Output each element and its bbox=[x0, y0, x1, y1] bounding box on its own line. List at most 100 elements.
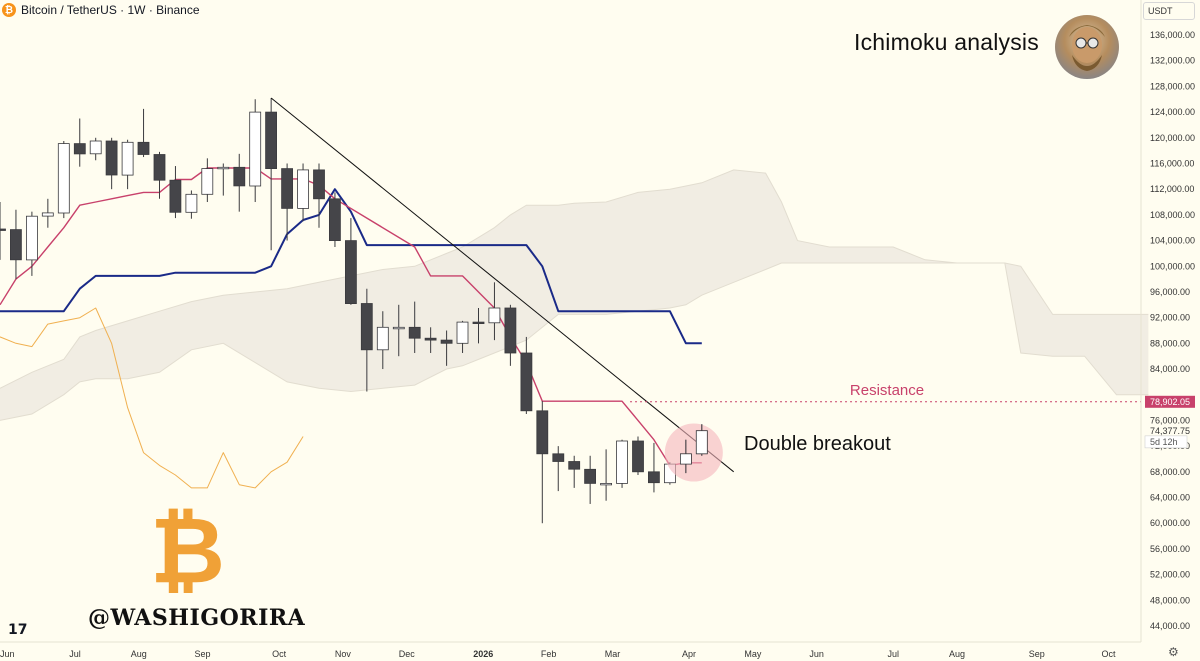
y-tick-label-6: 68,000.00 bbox=[1150, 467, 1190, 477]
candle-body-34 bbox=[536, 410, 549, 455]
x-tick-label-6: Dec bbox=[399, 649, 416, 659]
candle-body-32 bbox=[504, 307, 517, 354]
cloud-span-b bbox=[0, 262, 1149, 421]
y-tick-label-15: 104,000.00 bbox=[1150, 236, 1195, 246]
y-tick-label-5: 64,000.00 bbox=[1150, 493, 1190, 503]
resistance-price-label: 78,902.05 bbox=[1150, 397, 1190, 407]
candle-body-6 bbox=[89, 140, 102, 155]
bitcoin-logo-icon: ₿ bbox=[150, 497, 225, 604]
countdown-label: 5d 12h bbox=[1150, 437, 1178, 447]
kijun-line bbox=[0, 188, 702, 345]
y-tick-label-18: 116,000.00 bbox=[1150, 158, 1194, 168]
y-tick-label-1: 48,000.00 bbox=[1150, 595, 1190, 605]
candle-body-36 bbox=[568, 461, 581, 470]
candle-body-16 bbox=[249, 111, 262, 187]
x-tick-label-14: Aug bbox=[949, 649, 965, 659]
candle-body-4 bbox=[57, 143, 70, 214]
y-tick-label-0: 44,000.00 bbox=[1150, 621, 1190, 631]
x-tick-label-15: Sep bbox=[1029, 649, 1045, 659]
y-tick-label-10: 84,000.00 bbox=[1150, 364, 1190, 374]
candle-body-41 bbox=[648, 471, 660, 484]
trendline bbox=[270, 97, 735, 473]
candle-body-12 bbox=[185, 193, 198, 213]
candle-body-26 bbox=[408, 326, 421, 339]
x-tick-label-3: Sep bbox=[195, 649, 211, 659]
x-tick-label-11: May bbox=[744, 649, 762, 659]
candle-body-24 bbox=[376, 326, 389, 351]
symbol-header[interactable]: ₿ Bitcoin / TetherUS · 1W · Binance bbox=[2, 3, 200, 17]
countdown-tag bbox=[1144, 435, 1188, 449]
candle-body-5 bbox=[73, 143, 86, 155]
x-tick-label-12: Jun bbox=[809, 649, 824, 659]
candle-body-38 bbox=[600, 482, 612, 486]
annotations: Resistance Double breakout bbox=[270, 97, 1141, 482]
author-watermark: @WASHIGORIRA bbox=[88, 605, 306, 631]
candle-body-11 bbox=[169, 179, 182, 213]
candle-body-1 bbox=[9, 229, 22, 261]
candle-body-28 bbox=[440, 339, 453, 344]
x-tick-label-4: Oct bbox=[272, 649, 287, 659]
candle-body-21 bbox=[328, 198, 341, 242]
author-avatar bbox=[1055, 15, 1119, 79]
candle-body-23 bbox=[360, 303, 373, 351]
y-tick-label-4: 60,000.00 bbox=[1150, 518, 1190, 528]
y-tick-label-8: 76,000.00 bbox=[1150, 415, 1190, 425]
y-tick-label-23: 136,000.00 bbox=[1150, 30, 1195, 40]
x-tick-label-8: Feb bbox=[541, 649, 557, 659]
breakout-highlight bbox=[664, 423, 723, 482]
candle-body-18 bbox=[281, 168, 294, 209]
candle-body-27 bbox=[424, 337, 437, 341]
y-tick-label-17: 112,000.00 bbox=[1150, 184, 1194, 194]
candle-body-22 bbox=[344, 240, 357, 305]
current-price-label: 74,377.75 bbox=[1150, 426, 1190, 436]
x-tick-label-16: Oct bbox=[1102, 649, 1117, 659]
y-tick-label-13: 96,000.00 bbox=[1150, 287, 1190, 297]
cloud-span-a bbox=[0, 169, 1149, 389]
candle-body-39 bbox=[616, 440, 628, 484]
resistance-label: Resistance bbox=[850, 382, 924, 399]
bitcoin-icon: ₿ bbox=[2, 3, 16, 17]
resistance-price-tag bbox=[1145, 395, 1195, 408]
x-tick-label-2: Aug bbox=[131, 649, 147, 659]
candle-body-19 bbox=[297, 169, 310, 209]
y-tick-label-20: 124,000.00 bbox=[1150, 107, 1195, 117]
candle-body-30 bbox=[472, 321, 485, 325]
y-tick-label-16: 108,000.00 bbox=[1150, 210, 1195, 220]
double-breakout-label: Double breakout bbox=[744, 433, 891, 455]
x-tick-label-0: Jun bbox=[0, 649, 15, 659]
headline-title: Ichimoku analysis bbox=[854, 29, 1039, 55]
y-tick-label-19: 120,000.00 bbox=[1150, 133, 1195, 143]
candle-body-3 bbox=[41, 212, 54, 217]
x-tick-label-9: Mar bbox=[605, 649, 621, 659]
candle-body-7 bbox=[105, 140, 118, 176]
y-tick-label-2: 52,000.00 bbox=[1150, 570, 1190, 580]
candle-body-13 bbox=[201, 168, 214, 195]
y-tick-label-14: 100,000.00 bbox=[1150, 261, 1195, 271]
candle-body-37 bbox=[584, 468, 596, 484]
candle-body-25 bbox=[392, 326, 405, 330]
y-tick-label-11: 88,000.00 bbox=[1150, 338, 1190, 348]
candle-body-8 bbox=[121, 141, 134, 176]
currency-selector[interactable]: USDT bbox=[1143, 2, 1195, 20]
candle-body-2 bbox=[25, 215, 38, 261]
candle-body-0 bbox=[0, 228, 6, 231]
x-tick-label-5: Nov bbox=[335, 649, 352, 659]
y-tick-label-3: 56,000.00 bbox=[1150, 544, 1190, 554]
tradingview-logo-icon[interactable]: 17 bbox=[8, 622, 28, 638]
candle-body-35 bbox=[552, 453, 565, 462]
candle-body-40 bbox=[632, 440, 644, 473]
ichimoku-cloud bbox=[0, 169, 1149, 421]
y-tick-label-22: 132,000.00 bbox=[1150, 56, 1195, 66]
candle-body-20 bbox=[313, 169, 325, 200]
candle-body-29 bbox=[456, 321, 469, 344]
gear-icon[interactable]: ⚙ bbox=[1168, 645, 1179, 659]
x-tick-label-7: 2026 bbox=[473, 649, 493, 659]
candle-body-33 bbox=[520, 352, 533, 412]
y-tick-label-21: 128,000.00 bbox=[1150, 81, 1195, 91]
candle-body-14 bbox=[217, 166, 230, 170]
cloud-fill bbox=[0, 169, 1149, 421]
x-tick-label-10: Apr bbox=[682, 649, 696, 659]
